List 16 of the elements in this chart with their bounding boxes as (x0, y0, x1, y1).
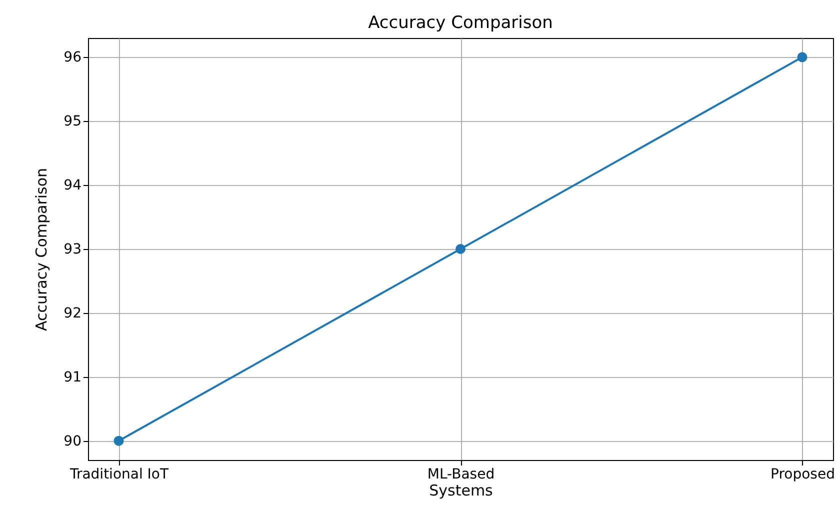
y-tick-label: 93 (64, 242, 82, 258)
point (797, 52, 808, 62)
x-tick-label: Proposed (770, 466, 835, 482)
y-tick-label: 94 (64, 178, 82, 194)
y-tick-label: 95 (64, 114, 82, 130)
y-tick-label: 90 (64, 433, 82, 450)
x-tick-label: ML-Based (427, 466, 495, 482)
y-tick-label: 92 (64, 305, 82, 322)
x-axis-title: Systems (429, 482, 494, 500)
y-tick-label: 91 (64, 369, 82, 386)
chart-title: Accuracy Comparison (368, 13, 553, 33)
point (114, 436, 124, 446)
point (456, 244, 466, 254)
x-tick-label: Traditional IoT (68, 466, 169, 482)
y-axis-title: Accuracy Comparison (32, 168, 51, 332)
y-tick-label: 96 (64, 50, 82, 66)
